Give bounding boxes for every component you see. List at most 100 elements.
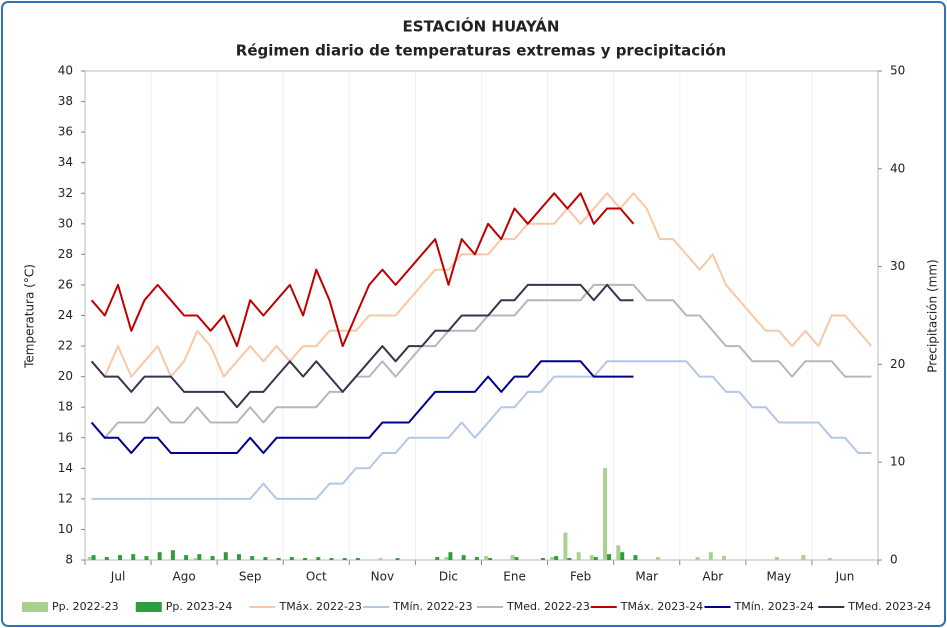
y-tick-label: 38 <box>58 94 73 108</box>
precip-bar <box>263 557 268 560</box>
temp-line <box>90 192 635 348</box>
legend-swatch <box>22 602 48 612</box>
precip-bar <box>576 552 581 560</box>
precip-bar <box>461 555 466 560</box>
precip-bar <box>144 556 149 560</box>
legend-label: TMáx. 2023-24 <box>620 600 703 613</box>
temp-line <box>90 360 634 454</box>
y-tick-label: 24 <box>58 308 73 322</box>
precip-bar <box>170 550 175 560</box>
precip-bar <box>395 558 400 560</box>
precip-bar <box>342 558 347 560</box>
y-tick-label: 14 <box>58 461 73 475</box>
x-tick-label: Feb <box>570 570 591 584</box>
precip-bar <box>563 532 568 560</box>
precip-bar <box>554 556 559 560</box>
precip-bar <box>589 555 594 560</box>
x-tick-label: Abr <box>702 570 723 584</box>
precip-bar <box>197 554 202 560</box>
x-tick-label: Sep <box>239 570 262 584</box>
precip-bar <box>510 555 515 560</box>
precip-bar <box>633 555 638 560</box>
temp-line <box>91 360 872 500</box>
y2-tick-label: 0 <box>890 553 898 567</box>
x-tick-label: Nov <box>371 570 394 584</box>
precip-bar <box>474 557 479 560</box>
y2-tick-label: 50 <box>890 64 905 78</box>
precip-bar <box>131 554 136 560</box>
precip-bar <box>444 557 449 560</box>
precip-bar <box>722 556 727 560</box>
x-tick-label: Ene <box>503 570 526 584</box>
precip-bar <box>87 557 92 560</box>
chart-title: ESTACIÓN HUAYÁN <box>403 17 560 36</box>
precip-bar <box>593 557 598 560</box>
y-tick-label: 32 <box>58 186 73 200</box>
precip-bar <box>193 558 198 560</box>
precip-bar <box>514 557 519 560</box>
precip-bar <box>620 552 625 560</box>
precip-bar <box>448 552 453 560</box>
precip-bar <box>184 555 189 560</box>
precip-bar <box>91 555 96 560</box>
precip-bar <box>603 468 608 560</box>
precip-bar <box>616 545 621 560</box>
precip-bar <box>567 558 572 560</box>
precip-bar <box>550 557 555 560</box>
precip-bar <box>488 558 493 560</box>
y-tick-label: 26 <box>58 277 73 291</box>
y-axis-label: Temperatura (°C) <box>23 264 37 369</box>
y2-axis-label: Precipitación (mm) <box>926 259 940 372</box>
legend-label: TMín. 2022-23 <box>392 600 472 613</box>
temp-line <box>90 283 634 409</box>
precip-bar <box>104 557 109 560</box>
y-tick-label: 8 <box>65 553 73 567</box>
x-tick-label: Jun <box>835 570 855 584</box>
x-tick-label: Mar <box>635 570 658 584</box>
legend-label: Pp. 2022-23 <box>52 600 119 613</box>
precip-bar <box>236 554 241 560</box>
precip-bar <box>250 556 255 560</box>
y-tick-label: 12 <box>58 491 73 505</box>
legend-label: TMáx. 2022-23 <box>279 600 362 613</box>
y-tick-label: 34 <box>58 155 73 169</box>
precip-bar <box>355 558 360 560</box>
precip-bar <box>801 555 806 560</box>
precip-bar <box>378 558 383 560</box>
precip-bar <box>540 558 545 560</box>
x-tick-label: Dic <box>439 570 458 584</box>
y2-tick-label: 10 <box>890 455 905 469</box>
precip-bar <box>118 555 123 560</box>
temp-line <box>90 283 872 439</box>
precip-bar <box>316 557 321 560</box>
precip-bar <box>289 557 294 560</box>
precip-bar <box>708 552 713 560</box>
precip-bar <box>223 552 228 560</box>
precip-bar <box>303 558 308 560</box>
y2-tick-label: 20 <box>890 357 905 371</box>
precip-bar <box>157 552 162 560</box>
y-tick-label: 36 <box>58 125 73 139</box>
y-tick-label: 22 <box>58 339 73 353</box>
precip-bar <box>774 557 779 560</box>
precip-bar <box>484 556 489 560</box>
chart-subtitle: Régimen diario de temperaturas extremas … <box>236 42 726 60</box>
legend-label: TMed. 2023-24 <box>847 600 931 613</box>
y-tick-label: 10 <box>58 522 73 536</box>
precip-bar <box>827 558 832 560</box>
y-tick-label: 40 <box>58 64 73 78</box>
legend-label: TMed. 2022-23 <box>506 600 590 613</box>
x-tick-label: Oct <box>306 570 327 584</box>
precip-bar <box>607 554 612 560</box>
x-tick-label: May <box>766 570 791 584</box>
precip-bar <box>655 557 660 560</box>
y-tick-label: 20 <box>58 369 73 383</box>
y-tick-label: 28 <box>58 247 73 261</box>
legend-label: TMín. 2023-24 <box>734 600 814 613</box>
precip-bar <box>695 557 700 560</box>
temp-line <box>90 192 873 378</box>
y-tick-label: 18 <box>58 400 73 414</box>
x-tick-label: Jul <box>110 570 125 584</box>
